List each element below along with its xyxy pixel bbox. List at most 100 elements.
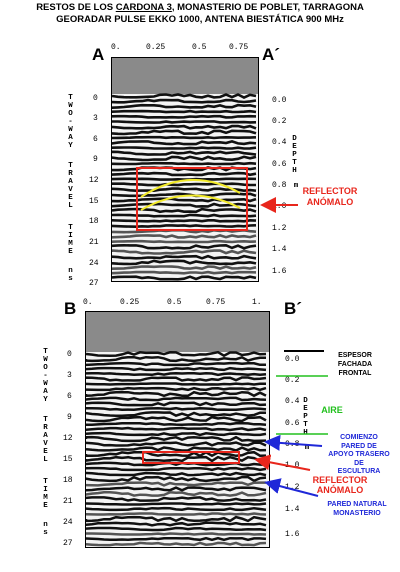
panel-b-x-tick: 0. [83,298,93,307]
panel-a-y-tick: 27 [89,279,99,288]
comienzo-arrow [264,434,323,451]
aire-label: AIRE [321,405,343,415]
panel-b-left-axis-label: TWO-WAY TRAVEL TIME ns [41,346,55,538]
title-underlined: CARDONA 3 [115,2,172,13]
panel-a-depth-tick: 0.6 [272,160,287,169]
axis-word: TWO-WAY [66,94,75,150]
panel-b-y-tick: 21 [63,497,73,506]
panel-b-x-tick: 0.75 [206,298,226,307]
panel-b-y-tick: 3 [67,371,72,380]
yellow-hyperbola-upper [140,178,241,198]
figure-title: RESTOS DE LOS CARDONA 3, MONASTERIO DE P… [0,2,400,13]
pared-label: PARED NATURAL MONASTERIO [318,500,396,518]
comienzo-label: COMIENZO PARED DE APOYO TRASERO DE ESCUL… [322,434,396,477]
panel-b-depth-tick: 1.4 [285,505,300,514]
title-part-2: , MONASTERIO DE POBLET, TARRAGONA [171,2,364,13]
panel-a-x-tick: 0. [111,43,121,52]
panel-b-y-tick: 24 [63,518,73,527]
axis-word: ns [41,521,50,537]
panel-a-depth-tick: 1.4 [272,245,287,254]
panel-b-y-tick: 0 [67,350,72,359]
panel-a-right-axis-label: DEPTH m [290,133,302,191]
panel-b-y-tick: 18 [63,476,73,485]
panel-b-depth-tick: 1.0 [285,461,300,470]
panel-b-depth-tick: 1.6 [285,530,300,539]
axis-word: TIME [66,224,75,256]
panel-b-depth-tick: 0.6 [285,419,300,428]
yellow-hyperbola-lower [140,194,241,211]
panel-a-radargram [111,57,259,282]
panel-a-reflector-label: REFLECTOR ANÓMALO [298,186,362,208]
panel-b-x-tick: 0.5 [167,298,182,307]
comienzo-line: COMIENZO [340,434,378,441]
panel-a-y-tick: 6 [93,135,98,144]
axis-word: TWO-WAY [41,348,50,404]
panel-b-depth-tick: 0.2 [285,376,300,385]
panel-b-y-tick: 9 [67,413,72,422]
espesor-label: ESPESOR FACHADA FRONTAL [324,351,386,378]
panel-a-y-tick: 21 [89,238,99,247]
panel-b-left-label: B [64,299,77,318]
panel-a-left-label: A [92,45,105,64]
espesor-line: ESPESOR [338,352,372,359]
panel-b-y-tick: 12 [63,434,73,443]
reflector-line: ANÓMALO [306,197,354,207]
panel-a-y-tick: 12 [89,176,99,185]
panel-a-y-tick: 9 [93,155,98,164]
panel-a-depth-tick: 0.4 [272,138,287,147]
reflector-line: ANÓMALO [316,485,364,495]
panel-a-x-tick: 0.25 [146,43,166,52]
panel-b-depth-tick: 0.0 [285,355,300,364]
panel-a-depth-tick: 1.2 [272,224,287,233]
pared-line: MONASTERIO [333,510,381,517]
comienzo-line: ESCULTURA [337,468,381,475]
panel-a-y-tick: 0 [93,94,98,103]
panel-a-y-tick: 3 [93,114,98,123]
panel-a-left-axis-label: TWO-WAY TRAVEL TIME ns [66,92,80,284]
comienzo-line: APOYO TRASERO [328,451,390,458]
panel-a-depth-tick: 0.8 [272,181,287,190]
panel-a-right-label: A´ [262,45,280,64]
panel-a-depth-tick: 1.6 [272,267,287,276]
panel-b-y-tick: 6 [67,392,72,401]
panel-b-x-tick: 1. [252,298,262,307]
panel-b-depth-tick: 1.2 [285,483,300,492]
panel-b-reflector-arrow [254,454,311,471]
figure-subtitle: GEORADAR PULSE EKKO 1000, ANTENA BIESTÁT… [56,14,344,25]
reflector-line: REFLECTOR [302,186,358,196]
depth-word: DEPTH [290,135,299,175]
panel-b-radargram [85,311,270,548]
panel-a-depth-tick: 0.0 [272,96,287,105]
depth-unit: m [293,182,299,190]
panel-a-x-tick: 0.5 [192,43,207,52]
axis-word: TIME [41,478,50,510]
depth-unit: m [304,444,310,452]
panel-b-right-label: B´ [284,299,302,318]
panel-b-reflector-label: REFLECTOR ANÓMALO [308,475,372,495]
depth-word: DEPTH [301,397,310,437]
pared-line: PARED NATURAL [327,501,387,508]
panel-b-x-tick: 0.25 [120,298,140,307]
axis-word: TRAVEL [41,416,50,464]
panel-a-depth-tick: 0.2 [272,117,287,126]
panel-a-reflector-box [136,167,248,231]
espesor-line: FRONTAL [338,370,372,377]
panel-b-depth-tick: 0.4 [285,397,300,406]
panel-b-reflector-box [142,451,240,464]
axis-word: ns [66,267,75,283]
panel-a-y-tick: 18 [89,217,99,226]
panel-b-y-tick: 15 [63,455,73,464]
axis-word: TRAVEL [66,162,75,210]
pared-arrow [264,478,319,497]
panel-a-y-tick: 15 [89,197,99,206]
comienzo-line: PARED DE [341,442,377,450]
panel-a-depth-tick: 1.0 [272,202,287,211]
comienzo-line: DE [354,459,364,467]
reflector-line: REFLECTOR [312,475,368,485]
panel-a-x-tick: 0.75 [229,43,249,52]
espesor-line: FACHADA [337,361,373,368]
panel-b-y-tick: 27 [63,539,73,548]
panel-a-y-tick: 24 [89,259,99,268]
panel-b-right-axis-label: DEPTH m [301,395,313,453]
